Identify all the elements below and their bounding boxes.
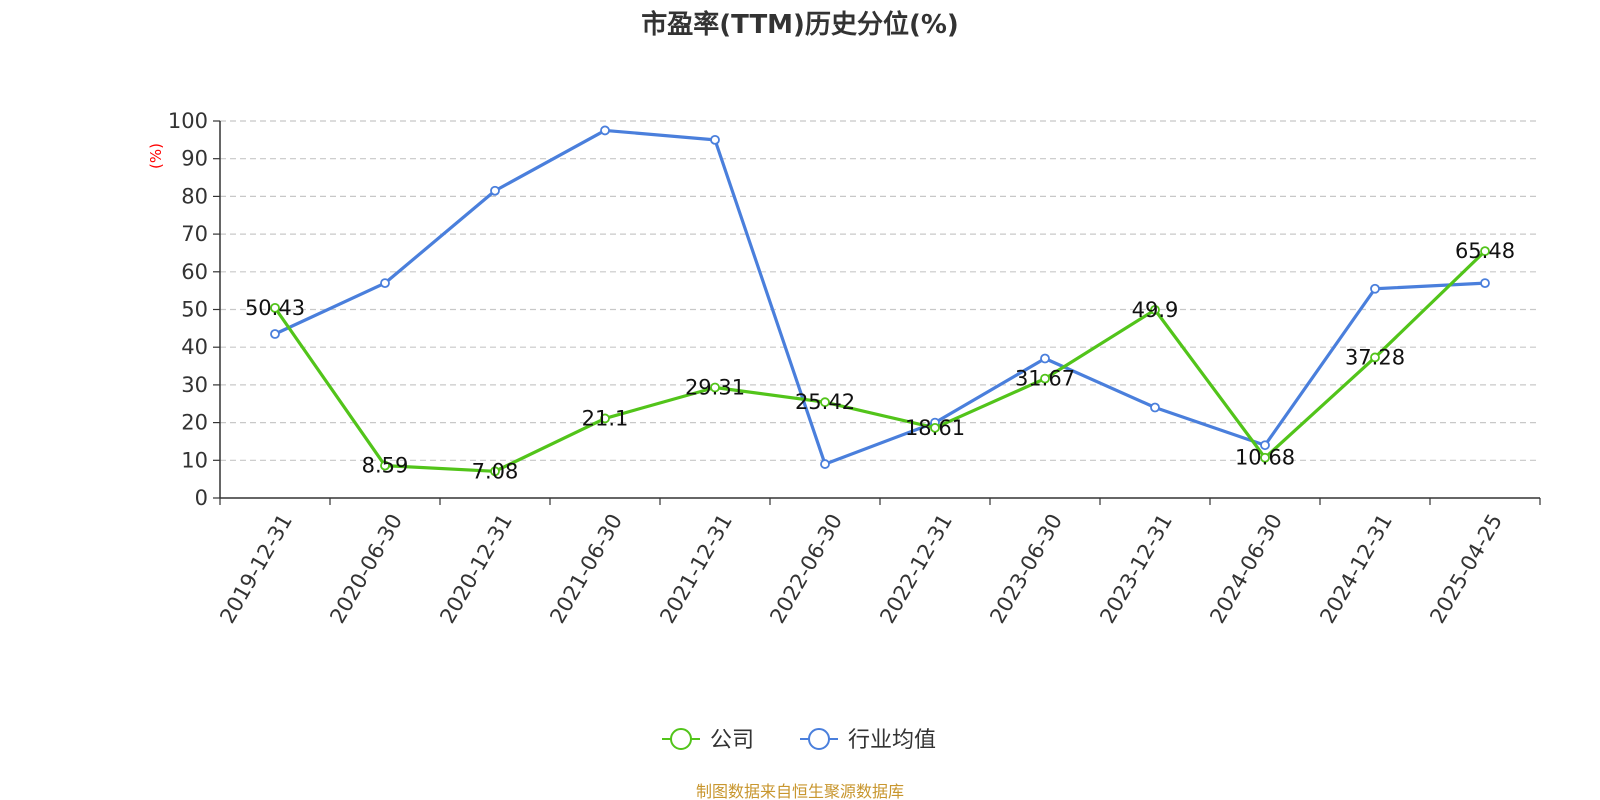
y-tick-label: 10 — [181, 448, 208, 472]
source-note: 制图数据来自恒生聚源数据库 — [696, 782, 904, 800]
data-labels: 50.43 8.59 7.08 21.1 29.31 25.42 18.61 31.67 49.… — [245, 239, 1515, 483]
x-tick-label: 2021-12-31 — [655, 510, 737, 628]
data-label: 29.31 — [685, 376, 745, 400]
data-label: 7.08 — [472, 459, 519, 483]
data-point — [820, 397, 830, 408]
data-point — [490, 466, 500, 477]
data-point — [600, 413, 610, 424]
data-label: 18.61 — [905, 416, 965, 440]
x-tick-label: 2024-12-31 — [1315, 510, 1397, 628]
data-label: 21.1 — [582, 406, 629, 430]
data-point — [710, 134, 720, 145]
x-tick-label: 2024-06-30 — [1205, 510, 1287, 628]
data-label: 50.43 — [245, 296, 305, 320]
legend-item-0[interactable]: 公司 — [662, 728, 754, 753]
y-tick-label: 80 — [181, 184, 208, 208]
data-label: 49.9 — [1132, 298, 1179, 322]
y-tick-label: 100 — [168, 109, 208, 133]
data-point — [270, 302, 280, 313]
data-label: 37.28 — [1345, 345, 1405, 369]
data-point — [380, 278, 390, 289]
x-tick-label: 2022-12-31 — [875, 510, 957, 628]
data-point — [1040, 373, 1050, 384]
legend-item-1[interactable]: 行业均值 — [800, 728, 936, 753]
data-point — [930, 422, 940, 433]
series-line-1 — [274, 128, 1486, 466]
x-tick-label: 2023-06-30 — [985, 510, 1067, 628]
x-tick-label: 2022-06-30 — [765, 510, 847, 628]
data-point — [1480, 246, 1490, 257]
legend[interactable]: 公司 行业均值 — [662, 728, 936, 753]
data-point — [1150, 304, 1160, 315]
y-tick-label: 30 — [181, 373, 208, 397]
data-point — [1370, 352, 1380, 363]
data-label: 8.59 — [362, 454, 409, 478]
data-point — [380, 460, 390, 471]
x-tick-label: 2021-06-30 — [545, 510, 627, 628]
data-point — [1480, 278, 1490, 289]
chart-title: 市盈率(TTM)历史分位(%) — [641, 9, 959, 40]
y-tick-label: 60 — [181, 260, 208, 284]
y-tick-label: 50 — [181, 298, 208, 322]
grid-lines — [220, 120, 1540, 461]
x-tick-label: 2019-12-31 — [215, 510, 297, 628]
data-point — [490, 185, 500, 196]
y-tick-label: 40 — [181, 335, 208, 359]
data-point — [820, 459, 830, 469]
y-axis-label: (%) — [147, 143, 165, 169]
y-tick-label: 0 — [195, 486, 208, 510]
data-point — [1370, 283, 1380, 294]
x-tick-label: 2020-06-30 — [325, 510, 407, 628]
data-point — [270, 329, 280, 339]
legend-marker — [670, 728, 692, 750]
y-tick-label: 90 — [181, 147, 208, 171]
x-tick-label: 2020-12-31 — [435, 510, 517, 628]
y-tick-label: 70 — [181, 222, 208, 246]
legend-label: 公司 — [710, 728, 754, 753]
data-point — [1040, 353, 1050, 364]
data-label: 31.67 — [1015, 367, 1075, 391]
data-point — [1150, 402, 1160, 413]
series-lines — [270, 125, 1490, 477]
y-tick-label: 20 — [181, 411, 208, 435]
data-point — [1260, 440, 1270, 451]
axes: 0 10 20 30 40 50 60 70 80 90 100 2019-12-31 2020-06-… — [168, 109, 1541, 628]
data-label: 65.48 — [1455, 239, 1515, 263]
x-tick-label: 2023-12-31 — [1095, 510, 1177, 628]
legend-label: 行业均值 — [848, 728, 936, 753]
data-point — [600, 125, 610, 136]
x-tick-label: 2025-04-25 — [1425, 510, 1507, 628]
data-label: 25.42 — [795, 390, 855, 414]
legend-marker — [808, 728, 830, 750]
series-line-0 — [273, 249, 1487, 473]
data-label: 10.68 — [1235, 446, 1295, 470]
data-point — [710, 382, 720, 393]
data-point — [1260, 452, 1270, 463]
